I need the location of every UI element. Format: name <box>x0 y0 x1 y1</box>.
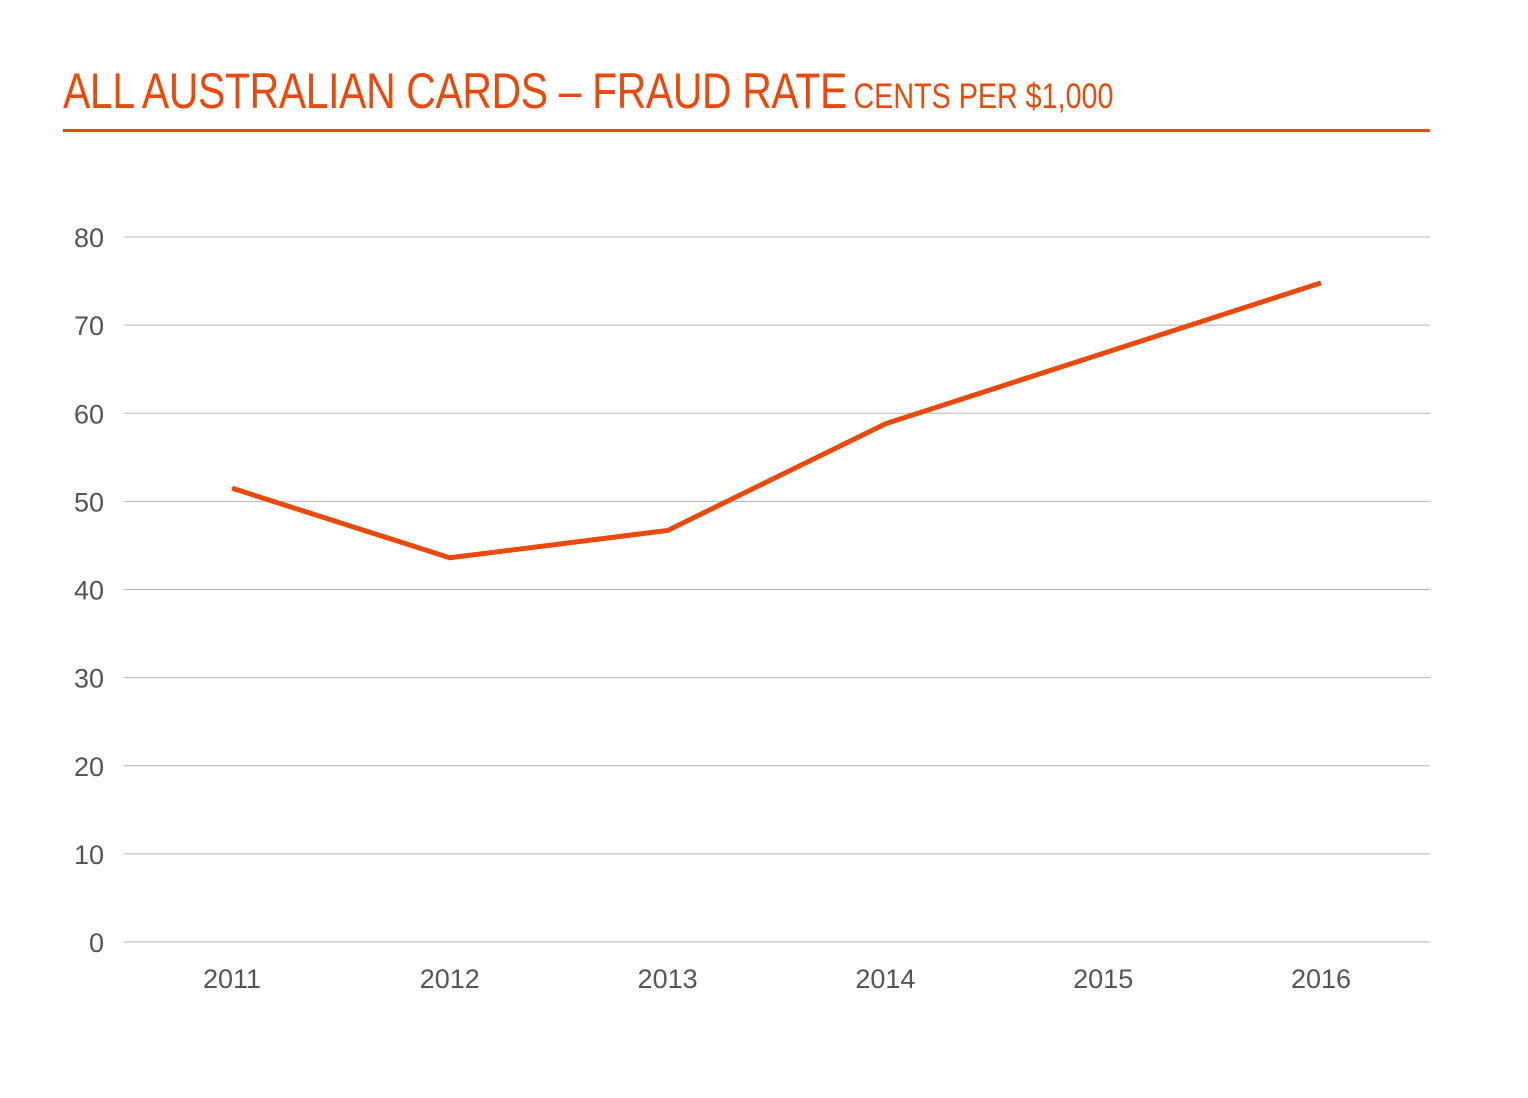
x-tick-label: 2014 <box>855 964 915 994</box>
y-tick-label: 10 <box>74 840 104 870</box>
chart-title: ALL AUSTRALIAN CARDS – FRAUD RATE CENTS P… <box>63 62 1113 120</box>
y-tick-label: 30 <box>74 664 104 694</box>
chart-subtitle: CENTS PER $1,000 <box>853 77 1114 116</box>
y-tick-label: 70 <box>74 311 104 341</box>
y-tick-label: 0 <box>89 928 104 958</box>
x-tick-label: 2015 <box>1073 964 1133 994</box>
x-tick-label: 2013 <box>638 964 698 994</box>
chart-title-main: ALL AUSTRALIAN CARDS – FRAUD RATE <box>63 63 847 119</box>
x-tick-label: 2016 <box>1291 964 1351 994</box>
y-tick-label: 80 <box>74 223 104 253</box>
y-tick-label: 60 <box>74 399 104 429</box>
series-line <box>231 280 1322 561</box>
x-tick-label: 2011 <box>203 964 261 994</box>
title-underline <box>63 129 1430 132</box>
y-tick-label: 20 <box>74 752 104 782</box>
y-tick-label: 40 <box>74 576 104 606</box>
x-tick-label: 2012 <box>420 964 480 994</box>
y-tick-label: 50 <box>74 487 104 517</box>
